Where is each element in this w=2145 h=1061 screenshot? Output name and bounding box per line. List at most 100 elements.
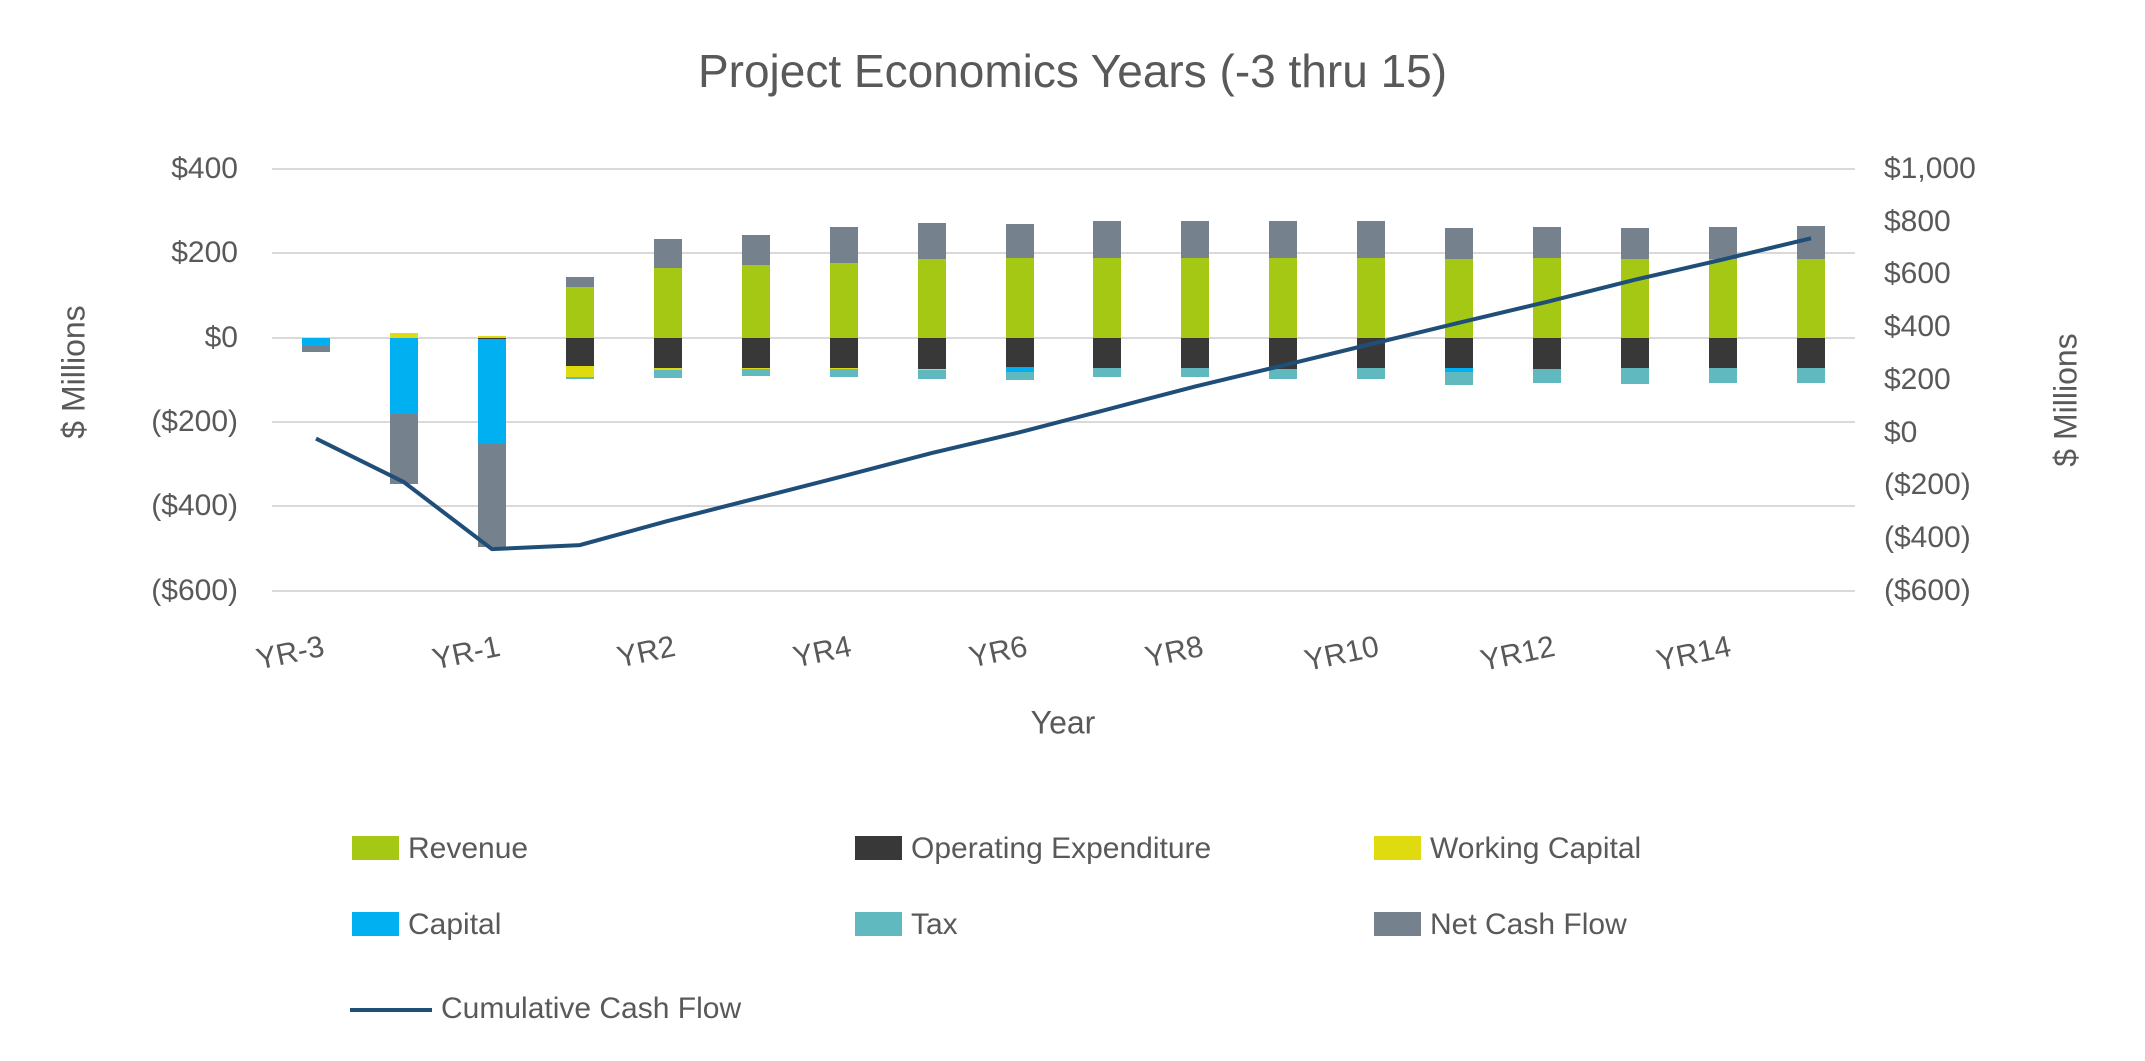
bar-segment-tax: [1445, 371, 1474, 386]
x-axis-tick-label: YR12: [1477, 630, 1559, 678]
bar-segment-net-cash-flow: [1445, 228, 1474, 260]
bar-segment-net-cash-flow: [653, 239, 682, 268]
right-axis-tick-label: $800: [1884, 204, 1951, 238]
bar-segment-net-cash-flow: [565, 277, 594, 288]
bar-segment-net-cash-flow: [1005, 224, 1034, 258]
bar-segment-tax: [1533, 368, 1562, 383]
bar-segment-net-cash-flow: [1709, 226, 1738, 260]
bar-segment-operating-expenditure: [1797, 337, 1826, 368]
left-axis-tick-label: $400: [171, 152, 238, 185]
x-axis-tick-label: YR2: [614, 630, 679, 675]
x-axis-title: Year: [1030, 704, 1096, 741]
bar-segment-net-cash-flow: [301, 346, 330, 352]
legend-swatch-revenue: [352, 836, 399, 860]
left-axis-tick-label: ($600): [151, 573, 238, 607]
bar-segment-revenue: [829, 262, 858, 338]
bar-segment-tax: [653, 370, 682, 378]
bar-segment-operating-expenditure: [1005, 337, 1034, 368]
bar-segment-net-cash-flow: [917, 222, 946, 260]
bar-segment-operating-expenditure: [1269, 337, 1298, 369]
bar-segment-net-cash-flow: [1797, 225, 1826, 260]
bar-segment-revenue: [1621, 259, 1650, 338]
bar-segment-operating-expenditure: [1093, 337, 1122, 368]
x-axis-tick-label: YR-1: [429, 630, 503, 677]
legend-swatch-capital: [352, 912, 399, 936]
bar-segment-capital: [389, 337, 418, 414]
bar-segment-tax: [1709, 367, 1738, 383]
x-axis-tick-label: YR-3: [253, 630, 327, 677]
right-axis-tick-label: $400: [1884, 310, 1951, 344]
bar-segment-tax: [1093, 368, 1122, 377]
legend-label: Cumulative Cash Flow: [441, 992, 742, 1025]
x-axis-tick-label: YR8: [1142, 630, 1207, 675]
gridline: [272, 336, 1855, 339]
gridline: [272, 252, 1855, 255]
legend-swatch-tax: [855, 912, 902, 936]
bar-segment-operating-expenditure: [1445, 337, 1474, 368]
bar-segment-operating-expenditure: [1533, 337, 1562, 369]
gridline: [272, 505, 1855, 508]
bar-segment-capital: [301, 337, 330, 347]
right-axis-tick-label: ($600): [1884, 573, 1971, 607]
bar-segment-net-cash-flow: [1181, 220, 1210, 258]
right-axis-title: $ Millions: [2047, 333, 2084, 467]
bar-segment-tax: [565, 376, 594, 379]
bar-segment-tax: [1621, 367, 1650, 384]
bar-segment-operating-expenditure: [741, 337, 770, 369]
bar-segment-net-cash-flow: [1357, 220, 1386, 258]
right-axis-tick-label: $1,000: [1884, 152, 1976, 185]
bar-segment-revenue: [1269, 257, 1298, 338]
legend-label: Operating Expenditure: [911, 832, 1212, 865]
left-axis-title: $ Millions: [55, 305, 92, 439]
left-axis-tick-label: $200: [171, 236, 238, 270]
chart-title: Project Economics Years (-3 thru 15): [697, 45, 1448, 97]
bar-segment-net-cash-flow: [1093, 220, 1122, 258]
x-axis-tick-label: YR6: [966, 630, 1031, 675]
bar-segment-tax: [917, 369, 946, 379]
legend-label: Tax: [911, 908, 958, 941]
gridline: [272, 421, 1855, 424]
bar-segment-net-cash-flow: [829, 226, 858, 263]
bar-segment-revenue: [1445, 259, 1474, 338]
gridline: [272, 168, 1855, 170]
left-axis-tick-label: $0: [204, 320, 238, 354]
bar-segment-revenue: [1093, 257, 1122, 338]
right-axis-tick-label: ($200): [1884, 468, 1971, 502]
bar-segment-revenue: [741, 265, 770, 338]
bar-segment-operating-expenditure: [565, 337, 594, 367]
legend-swatch-working-capital: [1374, 836, 1421, 860]
legend-label: Capital: [408, 908, 502, 941]
bar-segment-revenue: [1357, 257, 1386, 338]
bar-segment-net-cash-flow: [1533, 226, 1562, 258]
bar-segment-net-cash-flow: [1621, 227, 1650, 260]
x-axis-tick-label: YR14: [1653, 630, 1734, 678]
left-axis-tick-label: ($400): [151, 489, 238, 523]
bar-segment-operating-expenditure: [917, 337, 946, 369]
bar-segment-operating-expenditure: [653, 337, 682, 368]
bar-segment-revenue: [917, 259, 946, 338]
bar-segment-tax: [1357, 368, 1386, 380]
legend-label: Revenue: [408, 832, 529, 865]
x-axis-tick-label: YR10: [1301, 630, 1383, 678]
legend-swatch-operating-expenditure: [855, 836, 902, 860]
cumulative-cash-flow-line: [315, 236, 1812, 552]
bar-segment-net-cash-flow: [389, 413, 418, 485]
bar-segment-tax: [1797, 367, 1826, 383]
bar-segment-working-capital: [477, 335, 506, 338]
right-axis-tick-label: $200: [1884, 362, 1951, 396]
bar-segment-tax: [1181, 367, 1210, 378]
bar-segment-capital: [477, 338, 506, 444]
bar-segment-operating-expenditure: [829, 337, 858, 369]
legend-label: Working Capital: [1430, 832, 1642, 865]
right-axis-tick-label: $600: [1884, 257, 1951, 291]
bar-segment-net-cash-flow: [1269, 220, 1298, 258]
legend-label: Net Cash Flow: [1430, 908, 1627, 941]
bar-segment-operating-expenditure: [1181, 337, 1210, 368]
left-axis-tick-label: ($200): [151, 405, 238, 439]
bar-segment-revenue: [653, 267, 682, 338]
bar-segment-revenue: [1709, 259, 1738, 338]
legend-swatch-cumulative-cash-flow: [350, 1008, 432, 1012]
bar-segment-tax: [741, 368, 770, 377]
